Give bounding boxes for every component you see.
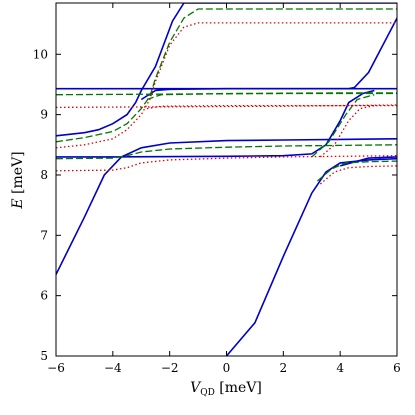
- series-line-blue-5: [225, 157, 397, 356]
- x-tick-label: 2: [280, 361, 288, 375]
- x-tick-label: 6: [393, 361, 401, 375]
- x-axis-label: VQD [meV]: [190, 380, 262, 398]
- x-tick-label: −4: [104, 361, 122, 375]
- y-tick-label: 8: [40, 168, 48, 182]
- x-tick-label: −2: [161, 361, 179, 375]
- series-line-green-9: [56, 8, 397, 143]
- series-line-blue-4: [56, 89, 375, 158]
- x-tick-label: 4: [336, 361, 344, 375]
- y-tick-label: 10: [33, 47, 48, 61]
- series-line-red-17: [146, 104, 397, 110]
- x-tick-label: 0: [223, 361, 231, 375]
- series-line-green-11: [146, 92, 397, 101]
- y-tick-label: 6: [40, 289, 48, 303]
- y-tick-label: 7: [40, 228, 48, 242]
- series-line-blue-3: [140, 17, 397, 101]
- series-line-blue-0: [56, 138, 397, 275]
- series-layer: [56, 3, 397, 356]
- series-line-blue-6: [339, 156, 397, 167]
- y-tick-label: 5: [40, 349, 48, 363]
- y-axis-label: E [meV]: [10, 151, 26, 209]
- series-line-green-12: [311, 94, 375, 158]
- tick-layer: −6 −4 −2 0 2 4 6 5 6 7 8 9 10: [33, 3, 401, 375]
- series-line-green-8: [56, 144, 397, 160]
- x-tick-label: −6: [47, 361, 65, 375]
- series-line-red-18: [319, 104, 375, 158]
- series-line-red-15: [56, 22, 397, 149]
- series-line-green-13: [316, 160, 397, 182]
- plot-frame: [55, 2, 398, 357]
- series-line-red-19: [319, 165, 397, 185]
- y-tick-label: 9: [40, 108, 48, 122]
- series-line-blue-1: [56, 3, 185, 137]
